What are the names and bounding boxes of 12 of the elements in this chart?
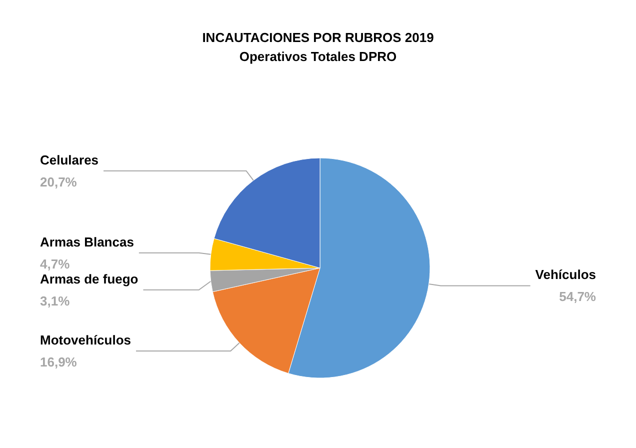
slice-label: Motovehículos bbox=[40, 332, 132, 348]
data-label: 54,7% bbox=[559, 289, 596, 304]
slice-label: Vehículos bbox=[535, 267, 596, 282]
chart-title: INCAUTACIONES POR RUBROS 2019 bbox=[202, 30, 434, 45]
data-label: 20,7% bbox=[40, 174, 78, 190]
data-label: 3,1% bbox=[40, 293, 70, 308]
slice-label: Armas Blancas bbox=[40, 234, 134, 250]
chart-subtitle: Operativos Totales DPRO bbox=[239, 49, 397, 64]
slice-label: Celulares bbox=[40, 152, 99, 168]
slice-label: Armas de fuego bbox=[40, 271, 138, 286]
data-label: 16,9% bbox=[40, 354, 78, 370]
data-label: 4,7% bbox=[40, 256, 70, 272]
